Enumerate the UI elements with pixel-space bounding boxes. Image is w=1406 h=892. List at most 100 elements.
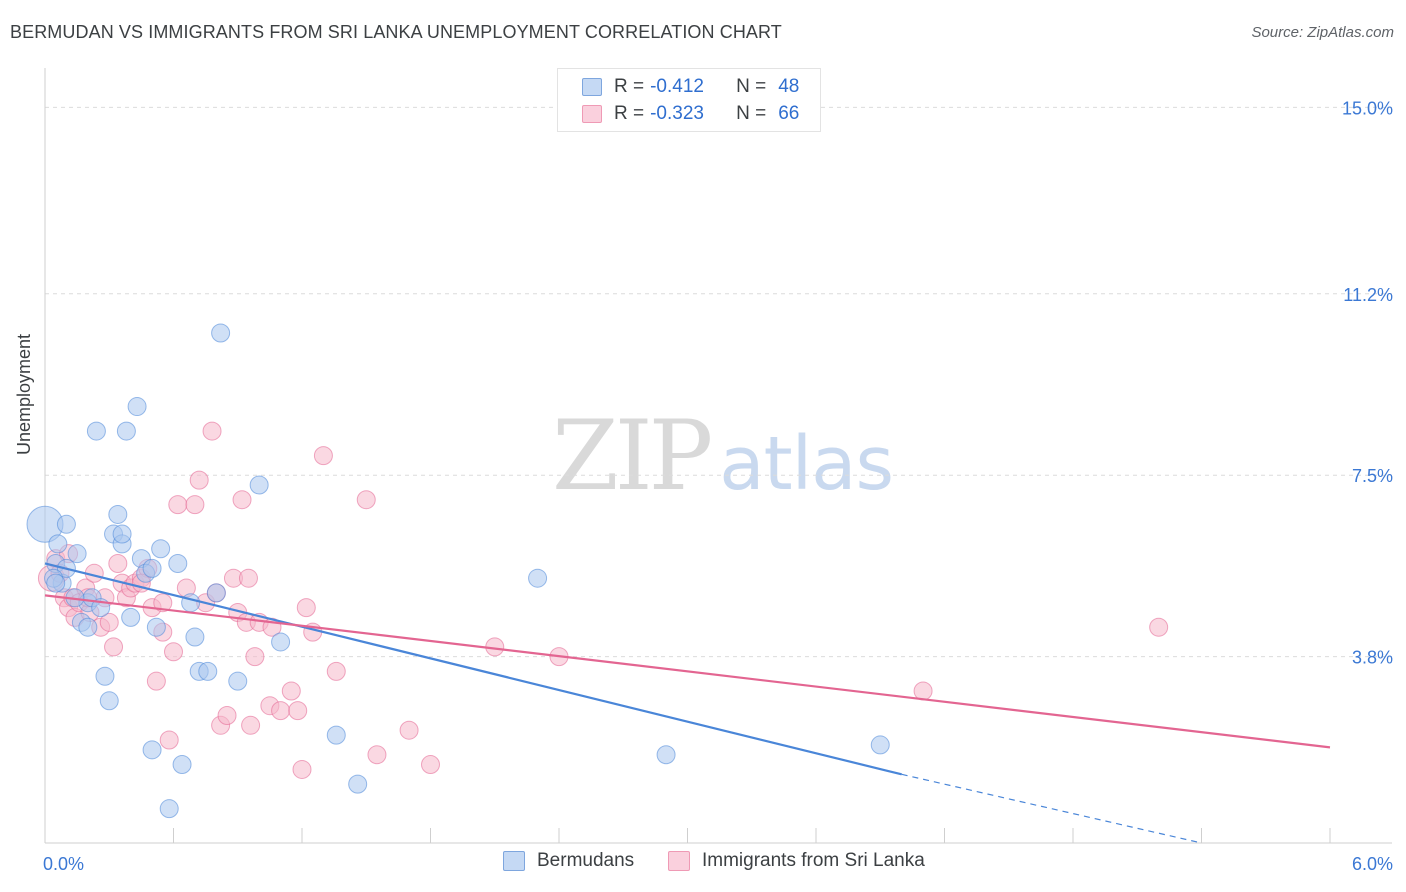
data-point: [146, 617, 166, 637]
r-label: R =: [614, 76, 645, 97]
watermark-atlas: atlas: [719, 421, 894, 507]
data-point: [146, 671, 166, 691]
data-point: [1149, 617, 1169, 637]
data-point: [356, 490, 376, 510]
data-point: [399, 720, 419, 740]
r-label: R =: [614, 103, 645, 124]
data-point: [206, 583, 226, 603]
data-point: [202, 421, 222, 441]
data-point: [172, 755, 192, 775]
legend-row-sri-lanka: R = -0.323 N = 66: [582, 102, 799, 126]
data-point: [164, 642, 183, 662]
legend-item-sri-lanka: Immigrants from Sri Lanka: [668, 850, 925, 872]
watermark-zip: ZIP: [552, 400, 713, 512]
data-point: [46, 573, 66, 593]
data-point: [151, 539, 171, 559]
trend-line-extension: [901, 773, 1202, 844]
x-tick-label: 6.0%: [1352, 854, 1393, 874]
legend-item-bermudans: Bermudans: [503, 850, 634, 872]
data-point: [142, 558, 162, 578]
y-tick-label: 11.2%: [1343, 285, 1393, 305]
data-point: [168, 495, 188, 515]
data-point: [228, 671, 248, 691]
data-point: [181, 593, 201, 613]
y-tick-label: 3.8%: [1352, 648, 1393, 668]
legend-swatch-blue: [503, 851, 525, 871]
data-point: [95, 666, 115, 686]
legend-swatch-pink: [582, 105, 602, 123]
r-value: -0.323: [650, 103, 704, 124]
data-point: [288, 701, 308, 721]
data-point: [127, 397, 147, 417]
n-label: N =: [736, 76, 767, 97]
data-point: [238, 568, 258, 588]
chart-title: BERMUDAN VS IMMIGRANTS FROM SRI LANKA UN…: [10, 22, 782, 42]
data-point: [296, 598, 316, 618]
data-point: [913, 681, 933, 701]
y-axis-title: Unemployment: [14, 333, 34, 455]
data-point: [870, 735, 890, 755]
data-point: [48, 534, 68, 554]
data-point: [108, 504, 128, 524]
data-point: [232, 490, 252, 510]
legend-label: Bermudans: [537, 850, 635, 871]
r-value: -0.412: [650, 76, 704, 97]
data-point: [348, 774, 368, 794]
data-point: [367, 745, 387, 765]
data-point: [116, 421, 136, 441]
data-point: [86, 421, 106, 441]
data-point: [281, 681, 301, 701]
legend-swatch-pink: [668, 851, 690, 871]
n-value: 66: [778, 103, 800, 124]
data-point: [185, 495, 205, 515]
series-bermudans: [26, 323, 890, 819]
data-point: [142, 740, 162, 760]
tick-labels: 3.8% 7.5% 11.2% 15.0% 0.0% 6.0%: [43, 98, 1393, 874]
series-legend: Bermudans Immigrants from Sri Lanka: [0, 850, 1406, 878]
data-point: [189, 470, 209, 490]
data-point: [528, 568, 548, 588]
legend-label: Immigrants from Sri Lanka: [702, 850, 925, 871]
data-point: [326, 661, 346, 681]
watermark: ZIP atlas: [552, 400, 894, 512]
data-point: [217, 706, 237, 725]
data-point: [104, 637, 124, 657]
data-point: [99, 612, 119, 632]
legend-row-bermudans: R = -0.412 N = 48: [582, 75, 799, 99]
data-point: [656, 745, 676, 765]
trend-lines: [44, 562, 1331, 844]
data-point: [185, 627, 205, 647]
source-label: Source: ZipAtlas.com: [1251, 24, 1394, 41]
n-label: N =: [736, 103, 767, 124]
data-point: [198, 661, 218, 681]
n-value: 48: [778, 76, 800, 97]
data-point: [112, 524, 132, 544]
data-point: [121, 607, 141, 627]
data-point: [67, 544, 87, 564]
trend-line-bermudans: [44, 562, 902, 776]
data-point: [326, 725, 346, 745]
data-point: [78, 617, 98, 637]
data-point: [245, 647, 265, 667]
trend-line-sri-lanka: [44, 594, 1331, 749]
data-point: [108, 553, 128, 573]
data-point: [249, 475, 269, 495]
data-point: [271, 701, 291, 721]
legend-swatch-blue: [582, 78, 602, 96]
data-point: [99, 691, 119, 711]
data-point: [313, 446, 333, 466]
data-point: [292, 759, 312, 779]
data-point: [168, 553, 188, 573]
data-point: [211, 323, 231, 343]
x-tick-label: 0.0%: [43, 854, 84, 874]
data-point: [159, 730, 179, 750]
data-point: [159, 799, 179, 819]
data-point: [56, 514, 76, 534]
data-point: [421, 755, 440, 775]
axes: [44, 68, 1392, 844]
data-point: [153, 593, 173, 613]
data-point: [271, 632, 291, 652]
data-point: [241, 715, 261, 735]
correlation-legend: R = -0.412 N = 48 R = -0.323 N = 66: [557, 68, 821, 132]
